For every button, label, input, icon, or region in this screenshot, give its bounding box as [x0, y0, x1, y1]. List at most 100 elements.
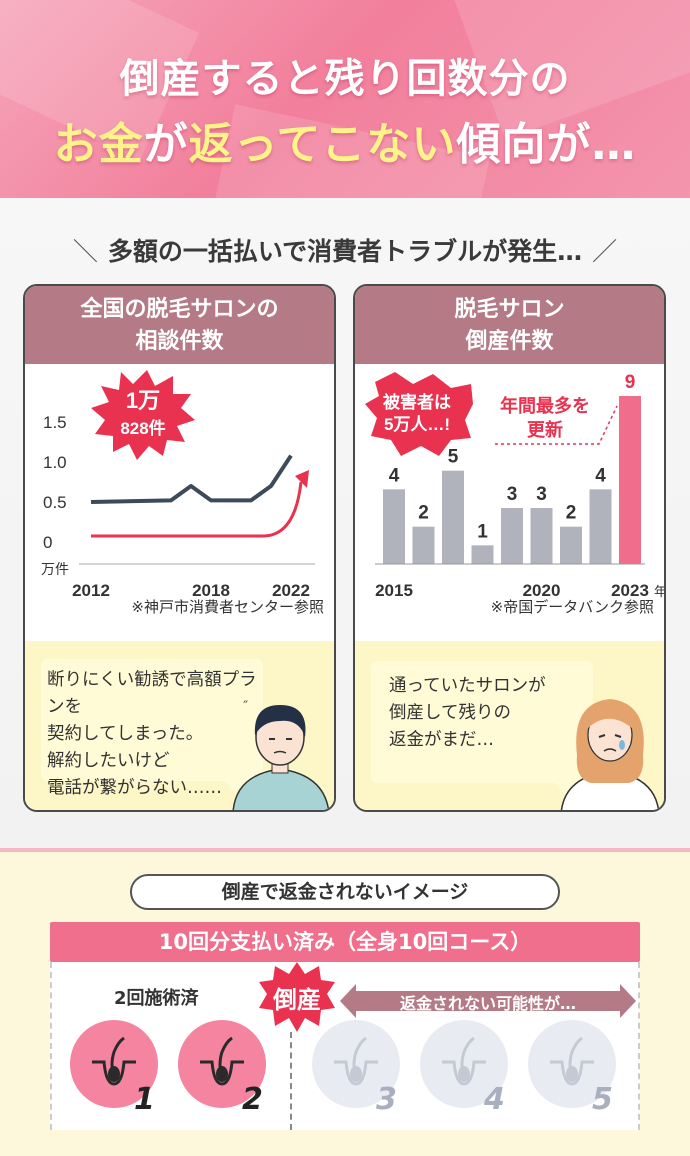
x-tick-label: 2018: [192, 581, 230, 600]
hair-follicle-icon: [550, 1036, 594, 1086]
consultation-card: 全国の脱毛サロンの 相談件数 1万 828件 1.5 1.0 0.5 0 万件 201…: [23, 284, 336, 812]
x-tick-label: 2022: [272, 581, 310, 600]
session-circle: [178, 1020, 266, 1108]
bar: [619, 396, 641, 564]
bar: [589, 489, 612, 564]
bar: [501, 508, 523, 564]
bar-value-label: 1: [477, 521, 488, 542]
session-number: 4: [484, 1082, 505, 1117]
svg-text:″: ″: [243, 699, 248, 715]
panel-edge-dash: [50, 962, 52, 1130]
x-tick-label: 2023: [611, 581, 649, 600]
bankruptcy-burst: 倒産: [259, 962, 335, 1032]
bar: [442, 470, 464, 564]
bar: [530, 508, 553, 564]
x-tick-label: 2012: [72, 581, 110, 600]
session-number: 2: [242, 1082, 263, 1117]
session-circle: [420, 1020, 508, 1108]
bar-value-label: 2: [566, 503, 577, 524]
quote-line: 返金がまだ…: [389, 730, 494, 750]
hero-banner: 倒産すると残り回数分の お金が返ってこない傾向が…: [0, 0, 690, 198]
card-title-line2: 倒産件数: [465, 329, 554, 354]
hero-highlight-no-return: 返ってこない: [188, 119, 457, 170]
bankruptcy-card-header: 脱毛サロン 倒産件数: [355, 286, 664, 364]
hero-highlight-money: お金: [53, 119, 144, 170]
panel-edge-dash: [638, 962, 640, 1130]
divider-dashed-line: [290, 1032, 292, 1130]
paid-banner: 10回分支払い済み（全身10回コース）: [50, 922, 640, 962]
bar-value-label: 5: [448, 447, 459, 468]
no-refund-arrow: 返金されない可能性が…: [340, 984, 636, 1018]
badge-line1: 被害者は: [383, 392, 451, 412]
hair-follicle-icon: [442, 1036, 486, 1086]
bar-value-label: 3: [507, 484, 518, 505]
completed-label: 2回施術済: [114, 988, 199, 1009]
session-circle: [70, 1020, 158, 1108]
bar-value-label: 3: [536, 484, 547, 505]
callout-line2: 更新: [527, 419, 563, 440]
quote-block: 通っていたサロンが 倒産して残りの 返金がまだ…: [377, 669, 587, 754]
bar-value-label: 2: [418, 503, 429, 524]
bar-value-label: 9: [625, 372, 636, 393]
series-line: [90, 454, 293, 504]
double-arrow-shape: [340, 984, 636, 1018]
hair-follicle-icon: [92, 1036, 136, 1086]
section-pill-title: 倒産で返金されないイメージ: [130, 874, 560, 910]
y-tick-label: 1.0: [43, 453, 67, 472]
quote-line: 通っていたサロンが: [389, 676, 546, 696]
quote-line: 電話が繋がらない……: [47, 778, 222, 798]
victims-badge: 被害者は 5万人…!: [365, 372, 473, 456]
hero-title-line2: お金が返ってこない傾向が…: [0, 108, 690, 172]
source-note: ※神戸市消費者センター参照: [131, 598, 324, 616]
y-tick-label: 1.5: [43, 413, 67, 432]
count-badge: 1万 828件: [91, 370, 195, 460]
session-circle: [312, 1020, 400, 1108]
quote-line: 倒産して残りの: [389, 703, 511, 723]
refund-image-section: 倒産で返金されないイメージ 10回分支払い済み（全身10回コース） 2回施術済 …: [0, 848, 690, 1156]
hero-text-ga: が: [143, 119, 189, 170]
burst-shape: [259, 962, 335, 1032]
speech-bubble: 通っていたサロンが 倒産して残りの 返金がまだ…: [371, 661, 593, 795]
session-circle: [528, 1020, 616, 1108]
section-title-text: 多額の一括払いで消費者トラブルが発生…: [107, 237, 583, 266]
line-chart-svg: 1万 828件 1.5 1.0 0.5 0 万件 2012 2018 2022: [41, 370, 315, 600]
callout-leader: [495, 405, 618, 445]
quote-line: 解約したいけど: [47, 751, 170, 771]
card-title-line1: 脱毛サロン: [454, 297, 565, 322]
consultation-card-header: 全国の脱毛サロンの 相談件数: [25, 286, 334, 364]
trend-arrow-head: [295, 470, 309, 488]
trend-arrow: [91, 481, 303, 538]
y-axis-unit: 万件: [41, 561, 69, 577]
speech-bubble: 断りにくい勧誘で高額プランを 契約してしまった。 解約したいけど 電話が繋がらな…: [41, 659, 263, 798]
quote-line: 断りにくい勧誘で高額プランを: [47, 670, 257, 717]
consumer-quote-area: 通っていたサロンが 倒産して残りの 返金がまだ…: [355, 641, 664, 810]
bar: [412, 526, 435, 564]
badge-line2: 828件: [120, 418, 165, 438]
section-divider: [0, 848, 690, 852]
slash-left: ＼: [72, 237, 98, 266]
bar: [383, 489, 405, 564]
y-tick-label: 0: [43, 533, 52, 552]
slash-right: ／: [592, 237, 618, 266]
bar: [471, 545, 494, 564]
card-title-line2: 相談件数: [135, 329, 224, 354]
badge-line1: 1万: [126, 388, 160, 413]
bankruptcy-label: 倒産: [273, 986, 321, 1014]
x-unit-label: 年: [654, 584, 666, 599]
y-tick-label: 0.5: [43, 493, 67, 512]
no-refund-text: 返金されない可能性が…: [399, 994, 576, 1013]
session-number: 1: [134, 1082, 155, 1117]
section-title: ＼ 多額の一括払いで消費者トラブルが発生… ／: [0, 232, 690, 268]
bar-value-label: 4: [389, 465, 400, 486]
session-number: 5: [592, 1082, 613, 1117]
hair-follicle-icon: [200, 1036, 244, 1086]
source-note: ※帝国データバンク参照: [490, 598, 654, 616]
x-tick-label: 2015: [375, 581, 413, 600]
bar: [560, 526, 582, 564]
worried-man-illustration: ″: [232, 699, 330, 810]
bar-value-label: 4: [595, 465, 606, 486]
session-number: 3: [376, 1082, 397, 1117]
hair-follicle-icon: [334, 1036, 378, 1086]
